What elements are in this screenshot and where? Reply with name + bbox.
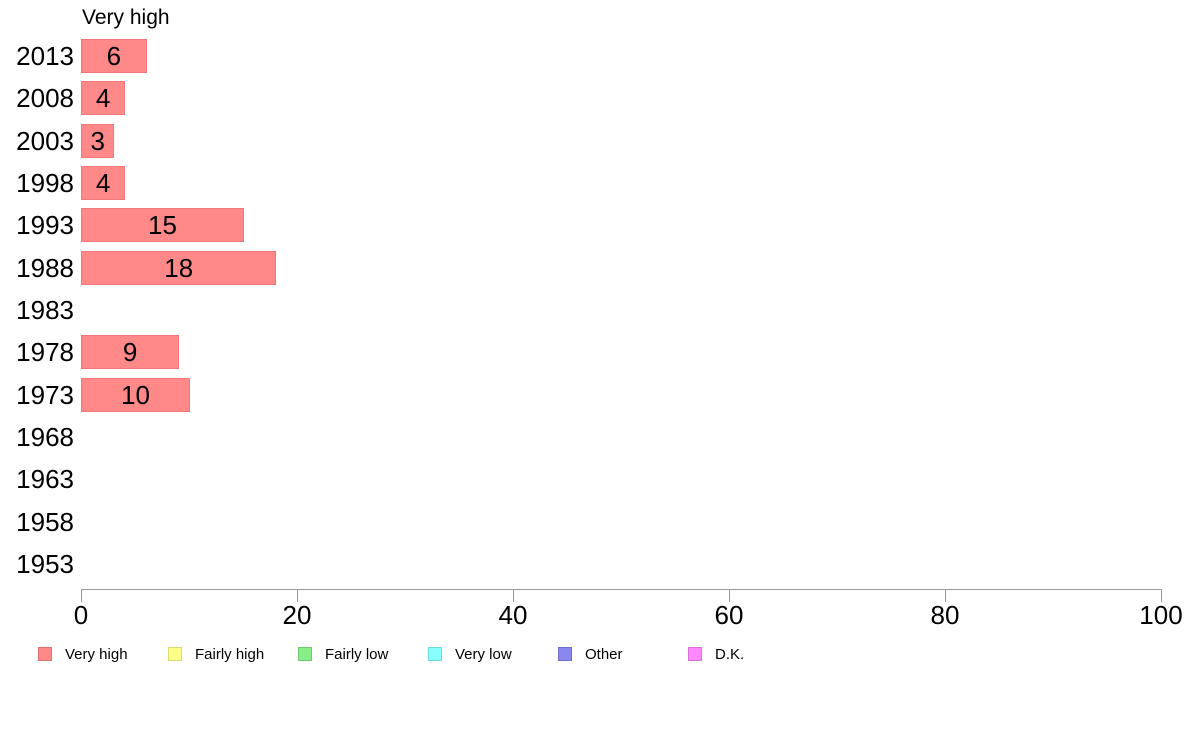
- legend-swatch: [298, 647, 312, 661]
- bar-value-label: 10: [121, 379, 150, 410]
- legend-swatch: [558, 647, 572, 661]
- bar-1978: 9: [81, 335, 180, 370]
- bar-value-label: 4: [95, 167, 111, 198]
- bar-value-label: 15: [148, 210, 177, 241]
- legend-item-very-low: Very low: [428, 644, 512, 664]
- legend-swatch: [428, 647, 442, 661]
- bar-1988: 18: [81, 250, 277, 285]
- x-axis-tick: [513, 589, 514, 602]
- y-axis-label-1978: 1978: [16, 337, 74, 368]
- x-axis-tick: [945, 589, 946, 602]
- x-axis-tick: [1161, 589, 1162, 602]
- x-axis-tick: [81, 589, 82, 602]
- bar-value-label: 6: [106, 41, 122, 71]
- y-axis-label-1973: 1973: [16, 379, 74, 410]
- y-axis-label-2013: 2013: [16, 41, 74, 71]
- y-axis-label-1993: 1993: [16, 210, 74, 241]
- legend-item-fairly-high: Fairly high: [168, 644, 264, 664]
- y-axis-label-1998: 1998: [16, 167, 74, 198]
- legend-swatch: [688, 647, 702, 661]
- legend-item-fairly-low: Fairly low: [298, 644, 388, 664]
- bar-value-label: 18: [164, 252, 194, 283]
- legend-label: Other: [585, 645, 623, 663]
- x-axis-tick-label: 0: [73, 600, 89, 630]
- bar-2008: 4: [81, 81, 126, 116]
- bar-1998: 4: [81, 165, 126, 200]
- legend-swatch: [38, 647, 52, 661]
- bar-value-label: 9: [122, 337, 138, 368]
- x-axis-tick-label: 100: [1139, 600, 1183, 630]
- legend-item-other: Other: [558, 644, 623, 664]
- legend-label: Very low: [455, 645, 512, 663]
- bar-value-label: 4: [95, 83, 111, 114]
- legend-label: Fairly low: [325, 645, 389, 663]
- legend-item-d-k: D.K.: [688, 644, 744, 664]
- y-axis-label-1958: 1958: [16, 506, 74, 537]
- x-axis-tick-label: 20: [282, 600, 312, 630]
- x-axis-tick: [729, 589, 730, 602]
- y-axis-label-1983: 1983: [16, 294, 74, 325]
- x-axis-tick-label: 80: [930, 600, 960, 630]
- bar-value-label: 3: [90, 125, 105, 156]
- x-axis-tick-label: 60: [714, 600, 744, 630]
- x-axis-tick: [297, 589, 298, 602]
- bar-2013: 6: [81, 39, 147, 73]
- y-axis-label-2003: 2003: [16, 125, 74, 156]
- x-axis-tick-label: 40: [498, 600, 528, 630]
- legend-label: Very high: [65, 645, 128, 663]
- bar-1993: 15: [81, 208, 244, 243]
- bar-2003: 3: [81, 123, 115, 158]
- y-axis-label-1953: 1953: [16, 548, 74, 579]
- legend-label: Fairly high: [195, 645, 265, 663]
- x-axis-line: [81, 589, 1162, 590]
- y-axis-label-1963: 1963: [16, 464, 74, 495]
- legend-swatch: [168, 647, 182, 661]
- y-axis-label-1988: 1988: [16, 252, 74, 283]
- bar-1973: 10: [81, 377, 190, 412]
- chart-title: Very high: [82, 6, 170, 29]
- y-axis-label-1968: 1968: [16, 421, 74, 452]
- legend-label: D.K.: [715, 645, 745, 663]
- legend-item-very-high: Very high: [38, 644, 128, 664]
- y-axis-label-2008: 2008: [16, 83, 74, 114]
